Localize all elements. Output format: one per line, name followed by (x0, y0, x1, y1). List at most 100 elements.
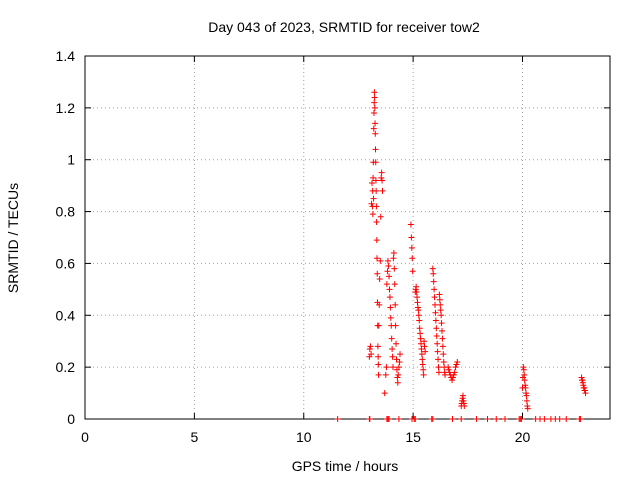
data-point (450, 371, 457, 378)
data-point (387, 304, 394, 311)
data-point (394, 374, 401, 381)
data-point (384, 268, 391, 275)
data-point (371, 104, 378, 111)
data-point (430, 278, 437, 285)
data-point (372, 130, 379, 137)
data-point (378, 174, 385, 181)
data-point (370, 110, 377, 117)
data-point (445, 366, 452, 373)
data-point (417, 335, 424, 342)
data-point (414, 299, 421, 306)
data-point (415, 312, 422, 319)
data-point (381, 390, 388, 397)
data-point (440, 351, 447, 358)
data-point (413, 283, 420, 290)
data-point (371, 94, 378, 101)
data-point (372, 120, 379, 127)
data-point (418, 340, 424, 347)
data-point (409, 255, 416, 262)
data-point (373, 237, 380, 244)
y-tick-label: 1 (67, 152, 75, 168)
data-point (407, 221, 414, 228)
data-point (429, 265, 436, 272)
data-point (383, 281, 390, 288)
data-point (418, 351, 425, 358)
data-point (389, 345, 396, 352)
data-point (376, 301, 383, 308)
data-point (371, 99, 378, 106)
data-point (395, 416, 402, 422)
y-tick-label: 0.8 (56, 204, 76, 220)
data-point (439, 343, 446, 350)
data-point (412, 416, 419, 422)
x-tick-label: 5 (190, 429, 198, 445)
y-tick-label: 1.4 (56, 48, 76, 64)
chart-title: Day 043 of 2023, SRMTID for receiver tow… (208, 19, 480, 35)
data-point (521, 371, 528, 378)
data-point (437, 301, 444, 308)
data-point (390, 250, 397, 257)
data-point (391, 281, 398, 288)
data-point (393, 340, 400, 347)
data-point (370, 125, 377, 132)
data-point (415, 307, 422, 314)
data-point (369, 211, 376, 218)
data-point (420, 371, 427, 378)
data-point (445, 364, 452, 371)
data-point (386, 273, 393, 280)
data-point (431, 286, 438, 293)
data-point (390, 255, 397, 262)
data-point (434, 348, 441, 355)
data-points (334, 89, 589, 422)
data-point (435, 356, 442, 363)
data-point (438, 320, 445, 327)
data-point (382, 371, 389, 378)
data-point (484, 416, 491, 422)
x-tick-label: 10 (296, 429, 312, 445)
data-point (449, 374, 456, 381)
grid (85, 56, 610, 419)
data-point (433, 333, 440, 340)
data-point (390, 364, 396, 371)
data-point (389, 353, 396, 360)
data-point (416, 317, 423, 324)
data-point (437, 307, 444, 314)
axis-ticks: 0 0.2 0.4 0.6 0.8 1 1.2 1.4 0 5 10 15 20 (56, 48, 610, 445)
data-point (386, 286, 393, 293)
data-point (372, 159, 379, 166)
data-point (392, 301, 399, 308)
data-point (396, 358, 403, 365)
data-point (419, 361, 426, 368)
data-point (394, 379, 401, 386)
data-point (417, 330, 424, 337)
data-point (418, 345, 425, 352)
data-point (419, 356, 426, 363)
data-point (375, 371, 382, 378)
data-point (385, 263, 392, 270)
x-axis-label: GPS time / hours (292, 458, 399, 474)
data-point (502, 416, 508, 422)
data-point (435, 364, 442, 371)
data-point (408, 244, 415, 251)
data-point (460, 392, 466, 399)
data-point (393, 356, 400, 363)
data-point (523, 392, 530, 399)
data-point (430, 270, 437, 277)
data-point (368, 351, 375, 358)
data-point (366, 416, 373, 422)
y-axis-label: SRMTID / TECUs (5, 183, 21, 293)
data-point (446, 369, 453, 376)
data-point (436, 296, 443, 303)
data-point (442, 371, 449, 378)
data-point (439, 327, 445, 334)
data-point (451, 369, 458, 376)
data-point (421, 338, 428, 345)
data-point (386, 294, 393, 301)
data-point (541, 416, 548, 422)
data-point (432, 301, 438, 308)
data-point (373, 203, 380, 210)
data-point (384, 257, 391, 264)
data-point (377, 257, 384, 264)
data-point (392, 322, 399, 329)
y-tick-label: 0.2 (56, 359, 76, 375)
